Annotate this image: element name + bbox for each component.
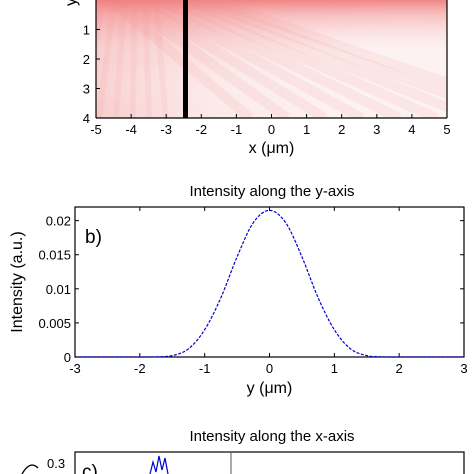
panel-a-x-tick: -4 bbox=[125, 122, 137, 137]
panel-b-label: b) bbox=[85, 227, 102, 248]
panel-a: -5 -4 -3 -2 -1 0 1 2 3 4 5 1 2 3 4 y x (μm) bbox=[63, 0, 451, 157]
panel-b-x-tick: 0 bbox=[266, 361, 273, 376]
series-line bbox=[75, 209, 464, 358]
heatmap-field bbox=[96, 0, 447, 118]
panel-b-frame bbox=[74, 206, 465, 358]
panel-b: Intensity along the y-axis -3 -2 -1 0 1 2 3 0 0.… bbox=[9, 183, 468, 397]
panel-a-y-tick: 2 bbox=[83, 52, 90, 67]
panel-b-x-tick: 1 bbox=[331, 361, 338, 376]
panel-a-x-tick: 0 bbox=[268, 122, 275, 137]
panel-c-frame bbox=[74, 451, 465, 474]
marker-line bbox=[183, 0, 189, 118]
panel-b-y-tick: 0.01 bbox=[46, 282, 71, 297]
panel-b-y-tick: 0.015 bbox=[38, 248, 71, 263]
panel-b-axes: -3 -2 -1 0 1 2 3 0 0.005 0.01 0.015 0.02 bbox=[38, 207, 468, 376]
panel-a-x-tick: -2 bbox=[196, 122, 208, 137]
panel-a-x-tick: 1 bbox=[303, 122, 310, 137]
panel-c-y-tick: 0.3 bbox=[47, 456, 65, 471]
panel-b-x-tick: -2 bbox=[134, 361, 146, 376]
panel-b-title: Intensity along the y-axis bbox=[189, 183, 354, 200]
panel-a-x-tick: 3 bbox=[373, 122, 380, 137]
panel-b-x-tick: -3 bbox=[69, 361, 81, 376]
panel-b-y-tick: 0.02 bbox=[46, 214, 71, 229]
panel-c-label: c) bbox=[82, 462, 98, 474]
panel-b-y-tick: 0 bbox=[64, 350, 71, 365]
panel-a-x-tick: 4 bbox=[408, 122, 415, 137]
panel-a-x-tick: -3 bbox=[160, 122, 172, 137]
panel-b-x-tick: 3 bbox=[460, 361, 467, 376]
panel-c-y-label-fragment bbox=[21, 464, 39, 474]
panel-a-x-label: x (μm) bbox=[249, 140, 295, 157]
panel-a-x-tick: -1 bbox=[231, 122, 243, 137]
panel-a-axes: -5 -4 -3 -2 -1 0 1 2 3 4 5 1 2 3 4 bbox=[83, 0, 451, 137]
panel-b-y-tick: 0.005 bbox=[38, 316, 71, 331]
panel-c-series-line bbox=[149, 455, 169, 474]
panel-a-y-tick: 1 bbox=[83, 23, 90, 38]
heatmap-rays bbox=[96, 0, 447, 118]
panel-a-y-tick: 4 bbox=[83, 111, 90, 126]
panel-a-y-tick: 3 bbox=[83, 82, 90, 97]
panel-b-x-tick: -1 bbox=[199, 361, 211, 376]
panel-a-x-tick: 2 bbox=[338, 122, 345, 137]
panel-a-x-tick: -5 bbox=[90, 122, 102, 137]
panel-a-x-tick: 5 bbox=[443, 122, 450, 137]
panel-c: Intensity along the x-axis 0.3 c) bbox=[21, 428, 465, 474]
panel-c-title: Intensity along the x-axis bbox=[189, 428, 354, 445]
panel-b-y-label: Intensity (a.u.) bbox=[9, 231, 26, 332]
panel-b-x-label: y (μm) bbox=[247, 380, 293, 397]
panel-b-x-tick: 2 bbox=[396, 361, 403, 376]
panel-a-y-label: y bbox=[63, 0, 80, 6]
